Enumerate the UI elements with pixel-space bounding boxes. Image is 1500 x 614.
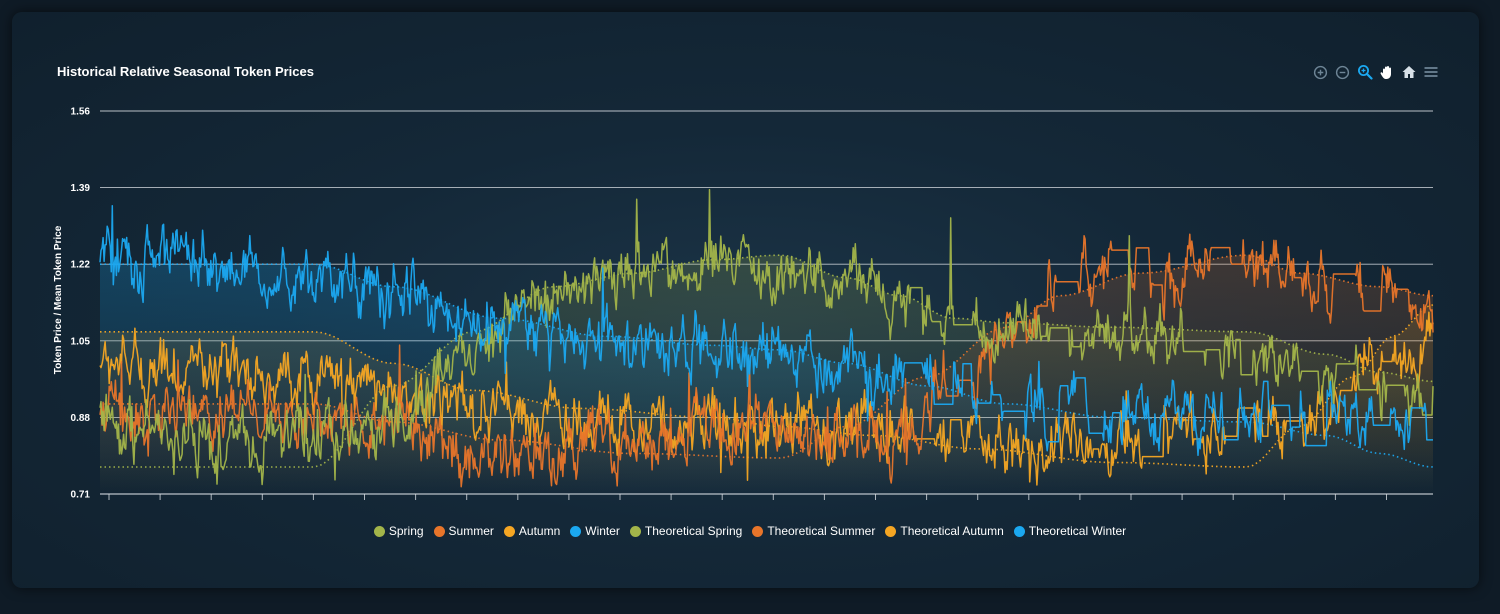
reset-zoom-icon[interactable] xyxy=(1400,64,1417,81)
y-tick-label: 1.56 xyxy=(71,107,91,118)
y-tick-label: 1.39 xyxy=(71,183,91,194)
legend-item-winter[interactable]: Winter xyxy=(570,524,620,538)
legend-marker xyxy=(503,525,515,537)
legend-marker xyxy=(629,525,641,537)
chart-title: Historical Relative Seasonal Token Price… xyxy=(57,64,314,79)
legend-item-theoretical-spring[interactable]: Theoretical Spring xyxy=(629,524,743,538)
legend-label: Winter xyxy=(585,524,620,538)
y-tick-label: 1.22 xyxy=(71,260,91,271)
legend-label: Theoretical Summer xyxy=(767,524,876,538)
legend-label: Theoretical Winter xyxy=(1028,524,1127,538)
legend-item-theoretical-summer[interactable]: Theoretical Summer xyxy=(752,524,875,538)
y-axis: 1.56 1.39 1.22 1.05 0.88 0.71 xyxy=(71,107,91,501)
zoom-out-icon[interactable] xyxy=(1334,64,1351,81)
chart-toolbar xyxy=(1312,62,1439,82)
legend-label: Spring xyxy=(388,524,424,538)
legend-marker xyxy=(433,525,445,537)
series-line-winter xyxy=(99,205,1433,457)
pan-icon[interactable] xyxy=(1378,64,1395,81)
chart-legend: Spring Summer Autumn Winter Theoretical Spri… xyxy=(0,524,1500,538)
zoom-in-icon[interactable] xyxy=(1312,64,1329,81)
x-axis xyxy=(108,494,1387,500)
y-tick-label: 0.71 xyxy=(71,490,91,501)
legend-label: Summer xyxy=(448,524,494,538)
legend-item-summer[interactable]: Summer xyxy=(433,524,494,538)
legend-marker xyxy=(885,525,897,537)
y-axis-label: Token Price / Mean Token Price xyxy=(53,225,64,374)
series-line-autumn xyxy=(99,311,1434,486)
legend-item-spring[interactable]: Spring xyxy=(373,524,424,538)
series-line-theoretical-spring xyxy=(100,254,1434,468)
legend-label: Theoretical Spring xyxy=(644,524,743,538)
series-line-spring xyxy=(99,188,1434,486)
legend-item-theoretical-winter[interactable]: Theoretical Winter xyxy=(1013,524,1127,538)
legend-item-autumn[interactable]: Autumn xyxy=(503,524,561,538)
menu-icon[interactable] xyxy=(1422,64,1439,81)
series-lines xyxy=(99,188,1434,488)
legend-marker xyxy=(373,525,385,537)
selection-zoom-icon[interactable] xyxy=(1356,64,1373,81)
legend-marker xyxy=(1013,525,1025,537)
legend-marker xyxy=(570,525,582,537)
legend-marker xyxy=(752,525,764,537)
legend-label: Theoretical Autumn xyxy=(900,524,1004,538)
legend-label: Autumn xyxy=(518,524,561,538)
y-tick-label: 1.05 xyxy=(71,336,91,347)
y-tick-label: 0.88 xyxy=(71,413,91,424)
legend-item-theoretical-autumn[interactable]: Theoretical Autumn xyxy=(885,524,1004,538)
